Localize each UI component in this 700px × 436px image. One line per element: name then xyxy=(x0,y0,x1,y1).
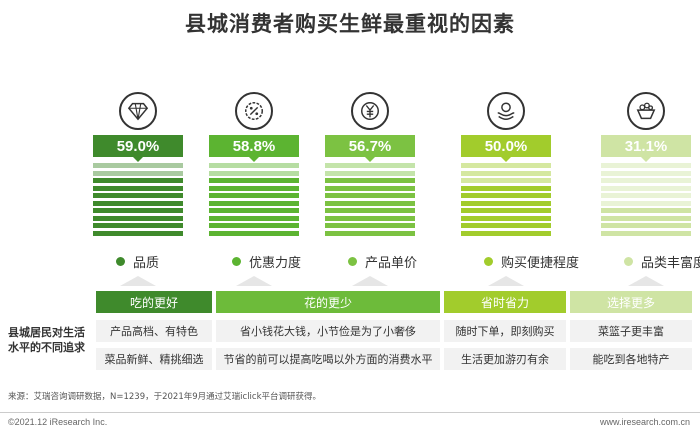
bar-stripe-1-6 xyxy=(93,200,183,206)
bar-stripe-1-9 xyxy=(93,223,183,228)
bar-stripe-3-4 xyxy=(325,185,415,191)
bar-stripe-1-8 xyxy=(93,215,183,221)
bar-stripe-5-7 xyxy=(601,208,691,213)
bar-stripe-4-9 xyxy=(461,223,551,228)
bar-stripe-2-3 xyxy=(209,178,299,183)
bar-stripe-4-8 xyxy=(461,215,551,221)
value-label-5: 31.1% xyxy=(601,135,691,162)
group-header-2: 花的更少 xyxy=(216,291,440,313)
table-cell: 菜品新鲜、精挑细选 xyxy=(96,348,212,370)
bar-stripe-1-2 xyxy=(93,170,183,176)
bar-stripe-2-6 xyxy=(209,200,299,206)
table-cell: 生活更加游刃有余 xyxy=(444,348,566,370)
bar-stripe-3-1 xyxy=(325,163,415,168)
bar-stripe-4-2 xyxy=(461,170,551,176)
legend-item-2: 优惠力度 xyxy=(232,252,301,271)
category-label: 品质 xyxy=(133,256,160,271)
table-cell: 菜篮子更丰富 xyxy=(570,320,692,342)
category-label: 购买便捷程度 xyxy=(501,256,580,271)
source-note: 来源：艾瑞咨询调研数据，N=1239，于2021年9月通过艾瑞iclick平台调… xyxy=(8,392,322,402)
pointer-triangle xyxy=(628,276,664,286)
footer-divider xyxy=(0,412,700,413)
copyright: ©2021.12 iResearch Inc. xyxy=(8,417,108,427)
bar-stripe-2-2 xyxy=(209,170,299,176)
bar-stripe-5-9 xyxy=(601,223,691,228)
legend-dot xyxy=(624,257,633,266)
pointer-triangle xyxy=(488,276,524,286)
bar-stripe-5-4 xyxy=(601,185,691,191)
bar-stripe-2-10 xyxy=(209,230,299,236)
bar-stripe-4-3 xyxy=(461,178,551,183)
hand-coin-icon xyxy=(487,92,525,130)
legend-dot xyxy=(348,257,357,266)
legend-item-1: 品质 xyxy=(116,252,159,271)
bar-stripe-3-8 xyxy=(325,215,415,221)
bar-stripe-1-1 xyxy=(93,163,183,168)
bar-stripe-1-7 xyxy=(93,208,183,213)
bar-stripe-5-2 xyxy=(601,170,691,176)
discount-icon xyxy=(235,92,273,130)
bar-stripe-5-10 xyxy=(601,230,691,236)
table-cell: 产品高档、有特色 xyxy=(96,320,212,342)
bar-stripe-3-9 xyxy=(325,223,415,228)
bar-stripe-3-3 xyxy=(325,178,415,183)
table-cell: 随时下单，即刻购买 xyxy=(444,320,566,342)
variety-icon xyxy=(627,92,665,130)
website-url: www.iresearch.com.cn xyxy=(599,417,690,427)
bar-stripe-1-3 xyxy=(93,178,183,183)
bar-stripe-5-3 xyxy=(601,178,691,183)
table-row-header: 县城居民对生活水平的不同追求 xyxy=(8,326,85,354)
value-label-2: 58.8% xyxy=(209,135,299,162)
value-label-4: 50.0% xyxy=(461,135,551,162)
table-cell: 能吃到各地特产 xyxy=(570,348,692,370)
bar-stripe-4-6 xyxy=(461,200,551,206)
bar-stripe-2-7 xyxy=(209,208,299,213)
bar-stripe-4-7 xyxy=(461,208,551,213)
table-cell: 省小钱花大钱，小节俭是为了小奢侈 xyxy=(216,320,440,342)
bar-stripe-2-8 xyxy=(209,215,299,221)
legend-item-5: 品类丰富度 xyxy=(624,252,700,271)
legend-dot xyxy=(484,257,493,266)
bar-stripe-2-1 xyxy=(209,163,299,168)
category-label: 优惠力度 xyxy=(249,256,302,271)
bar-stripe-4-1 xyxy=(461,163,551,168)
group-header-1: 吃的更好 xyxy=(96,291,212,313)
group-header-4: 选择更多 xyxy=(570,291,692,313)
bar-stripe-5-8 xyxy=(601,215,691,221)
legend-item-3: 产品单价 xyxy=(348,252,417,271)
diamond-icon xyxy=(119,92,157,130)
bar-stripe-3-6 xyxy=(325,200,415,206)
category-label: 产品单价 xyxy=(365,256,418,271)
category-label: 品类丰富度 xyxy=(641,256,700,271)
pointer-triangle xyxy=(236,276,272,286)
bar-stripe-1-10 xyxy=(93,230,183,236)
bar-stripe-1-5 xyxy=(93,193,183,198)
value-label-1: 59.0% xyxy=(93,135,183,162)
group-header-3: 省时省力 xyxy=(444,291,566,313)
legend-dot xyxy=(232,257,241,266)
value-label-3: 56.7% xyxy=(325,135,415,162)
bar-stripe-3-10 xyxy=(325,230,415,236)
legend-item-4: 购买便捷程度 xyxy=(484,252,579,271)
pointer-triangle xyxy=(120,276,156,286)
table-cell: 节省的前可以提高吃喝以外方面的消费水平 xyxy=(216,348,440,370)
pointer-triangle xyxy=(352,276,388,286)
bar-stripe-2-5 xyxy=(209,193,299,198)
bar-stripe-2-4 xyxy=(209,185,299,191)
page-title: 县城消费者购买生鲜最重视的因素 xyxy=(185,12,515,36)
yuan-coin-icon xyxy=(351,92,389,130)
bar-stripe-5-5 xyxy=(601,193,691,198)
legend-dot xyxy=(116,257,125,266)
bar-stripe-1-4 xyxy=(93,185,183,191)
bar-stripe-3-2 xyxy=(325,170,415,176)
bar-stripe-4-10 xyxy=(461,230,551,236)
bar-stripe-4-5 xyxy=(461,193,551,198)
bar-stripe-5-1 xyxy=(601,163,691,168)
bar-stripe-4-4 xyxy=(461,185,551,191)
bar-stripe-5-6 xyxy=(601,200,691,206)
bar-stripe-2-9 xyxy=(209,223,299,228)
bar-stripe-3-7 xyxy=(325,208,415,213)
bar-stripe-3-5 xyxy=(325,193,415,198)
